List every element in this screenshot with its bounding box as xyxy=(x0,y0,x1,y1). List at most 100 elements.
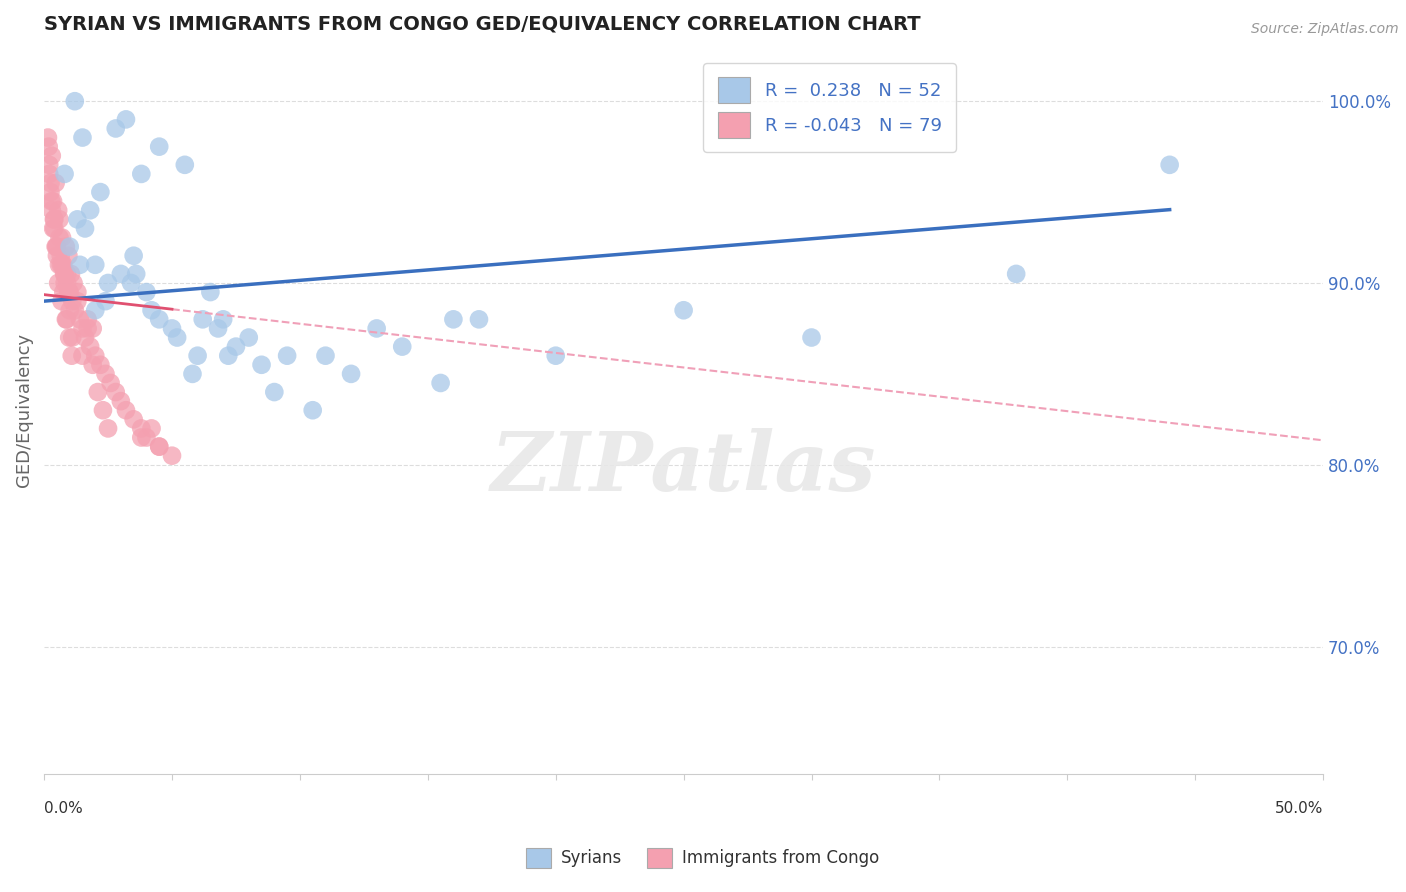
Point xyxy=(69,258,91,272)
Point xyxy=(225,340,247,354)
Point xyxy=(79,203,101,218)
Point xyxy=(48,230,70,244)
Text: SYRIAN VS IMMIGRANTS FROM CONGO GED/EQUIVALENCY CORRELATION CHART: SYRIAN VS IMMIGRANTS FROM CONGO GED/EQUI… xyxy=(44,15,921,34)
Point xyxy=(173,158,195,172)
Point xyxy=(41,149,63,163)
Legend: R =  0.238   N = 52, R = -0.043   N = 79: R = 0.238 N = 52, R = -0.043 N = 79 xyxy=(703,63,956,152)
Point xyxy=(212,312,235,326)
Point xyxy=(94,367,117,381)
Point xyxy=(441,312,464,326)
Point xyxy=(69,312,91,326)
Point xyxy=(366,321,388,335)
Point xyxy=(148,440,170,454)
Point xyxy=(58,285,80,299)
Point xyxy=(131,430,153,444)
Point xyxy=(181,367,204,381)
Point xyxy=(76,312,98,326)
Point xyxy=(544,349,567,363)
Point xyxy=(38,167,60,181)
Point xyxy=(104,121,127,136)
Point xyxy=(800,330,823,344)
Point xyxy=(38,139,60,153)
Point xyxy=(79,340,101,354)
Point xyxy=(73,221,96,235)
Point xyxy=(672,303,695,318)
Point xyxy=(49,249,72,263)
Point xyxy=(46,203,69,218)
Point xyxy=(125,267,148,281)
Point xyxy=(115,403,138,417)
Point xyxy=(45,176,67,190)
Point xyxy=(391,340,413,354)
Point xyxy=(76,321,98,335)
Point xyxy=(238,330,260,344)
Point xyxy=(58,249,80,263)
Point xyxy=(468,312,491,326)
Point xyxy=(160,321,183,335)
Point xyxy=(56,267,79,281)
Legend: Syrians, Immigrants from Congo: Syrians, Immigrants from Congo xyxy=(520,841,886,875)
Point xyxy=(42,194,65,209)
Point xyxy=(135,285,157,299)
Point xyxy=(53,267,76,281)
Point xyxy=(72,321,94,335)
Point xyxy=(115,112,138,127)
Point xyxy=(52,258,75,272)
Point xyxy=(131,421,153,435)
Point xyxy=(340,367,363,381)
Point xyxy=(59,267,82,281)
Point xyxy=(39,194,62,209)
Point xyxy=(39,185,62,199)
Point xyxy=(120,276,142,290)
Point xyxy=(100,376,122,390)
Point xyxy=(141,421,163,435)
Point xyxy=(37,130,59,145)
Text: 50.0%: 50.0% xyxy=(1275,801,1323,816)
Point xyxy=(59,303,82,318)
Point xyxy=(42,221,65,235)
Point xyxy=(315,349,337,363)
Point xyxy=(148,139,170,153)
Point xyxy=(141,303,163,318)
Point xyxy=(131,167,153,181)
Point xyxy=(53,267,76,281)
Point xyxy=(51,294,73,309)
Point xyxy=(63,94,86,108)
Point xyxy=(45,249,67,263)
Point xyxy=(45,239,67,253)
Point xyxy=(44,221,66,235)
Y-axis label: GED/Equivalency: GED/Equivalency xyxy=(15,334,32,487)
Point xyxy=(82,358,104,372)
Point xyxy=(48,258,70,272)
Point xyxy=(97,421,120,435)
Point xyxy=(72,349,94,363)
Point xyxy=(72,130,94,145)
Point xyxy=(110,394,132,409)
Point xyxy=(60,349,83,363)
Point xyxy=(55,239,77,253)
Point xyxy=(48,212,70,227)
Point xyxy=(301,403,323,417)
Point xyxy=(60,330,83,344)
Text: 0.0%: 0.0% xyxy=(44,801,83,816)
Point xyxy=(52,285,75,299)
Point xyxy=(42,212,65,227)
Point xyxy=(200,285,222,299)
Point xyxy=(122,249,145,263)
Point xyxy=(46,276,69,290)
Point xyxy=(148,312,170,326)
Point xyxy=(51,230,73,244)
Point xyxy=(55,312,77,326)
Point xyxy=(207,321,229,335)
Point xyxy=(66,212,89,227)
Point xyxy=(89,358,111,372)
Point xyxy=(45,239,67,253)
Point xyxy=(53,167,76,181)
Point xyxy=(53,276,76,290)
Point xyxy=(1005,267,1028,281)
Point xyxy=(62,276,84,290)
Point xyxy=(59,239,82,253)
Point xyxy=(82,321,104,335)
Point xyxy=(166,330,188,344)
Point xyxy=(73,330,96,344)
